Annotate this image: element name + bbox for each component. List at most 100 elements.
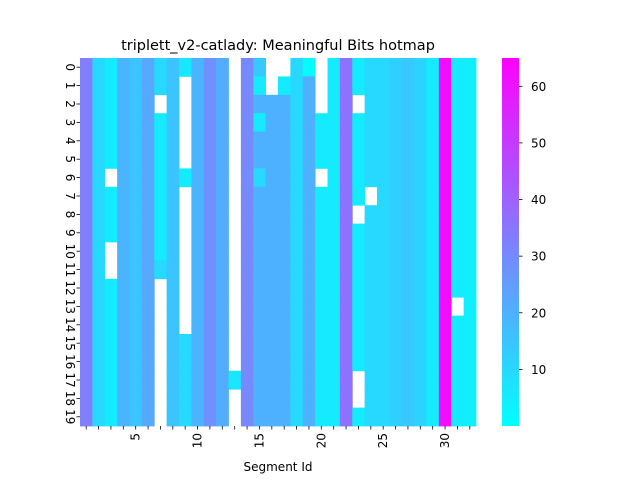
colorbar-tick-label: 30 xyxy=(531,250,546,264)
heatmap-cell xyxy=(141,315,155,335)
heatmap-cell xyxy=(129,315,143,335)
heatmap-cell xyxy=(339,334,353,353)
heatmap-cell xyxy=(216,150,229,169)
heatmap-cell xyxy=(339,278,353,298)
heatmap-cell xyxy=(463,315,477,335)
heatmap-cell xyxy=(80,131,93,151)
heatmap-cell xyxy=(191,58,205,77)
heatmap-cell xyxy=(216,168,229,188)
heatmap-cell xyxy=(315,113,328,132)
y-tick-label: 13 xyxy=(63,299,77,314)
heatmap-cell xyxy=(253,168,267,188)
heatmap-cell xyxy=(166,297,180,316)
heatmap-cell xyxy=(339,297,353,316)
heatmap-cell xyxy=(240,334,254,353)
heatmap-cell xyxy=(117,205,130,224)
heatmap-cell xyxy=(154,242,168,261)
heatmap-cell xyxy=(451,370,465,390)
heatmap-cell xyxy=(92,260,106,280)
heatmap-cell xyxy=(377,186,390,206)
heatmap-cell xyxy=(327,223,341,243)
heatmap-cell xyxy=(315,242,328,261)
heatmap-cell xyxy=(80,168,93,188)
heatmap-cell xyxy=(278,352,291,372)
heatmap-cell xyxy=(463,370,477,390)
heatmap-cell xyxy=(253,242,267,261)
heatmap-cell xyxy=(339,370,353,390)
heatmap-cell xyxy=(92,150,106,169)
heatmap-cell xyxy=(302,58,316,77)
heatmap-cell xyxy=(352,334,366,353)
heatmap-cell xyxy=(278,150,291,169)
heatmap-cell xyxy=(216,352,229,372)
heatmap-cell xyxy=(166,94,180,114)
heatmap-cell xyxy=(92,334,106,353)
heatmap-cell xyxy=(302,334,316,353)
heatmap-cell xyxy=(191,389,205,408)
heatmap-cell xyxy=(389,352,403,372)
heatmap-cell xyxy=(191,260,205,280)
heatmap-cell xyxy=(451,315,465,335)
heatmap-cell xyxy=(80,94,93,114)
heatmap-cell xyxy=(401,94,415,114)
heatmap-cell xyxy=(265,205,279,224)
heatmap-cell xyxy=(141,389,155,408)
heatmap-cell xyxy=(117,131,130,151)
heatmap-cell xyxy=(203,186,217,206)
heatmap-cell xyxy=(339,58,353,77)
heatmap-cell xyxy=(389,131,403,151)
heatmap-cell xyxy=(240,131,254,151)
heatmap-cell xyxy=(278,242,291,261)
heatmap-cell xyxy=(426,334,440,353)
heatmap-cell xyxy=(141,297,155,316)
heatmap-cell xyxy=(438,205,452,224)
heatmap-cell xyxy=(463,113,477,132)
x-tick-label: 15 xyxy=(252,433,266,448)
heatmap-cell xyxy=(290,370,304,390)
heatmap-cell xyxy=(290,76,304,96)
heatmap-cell xyxy=(154,186,168,206)
heatmap-cell xyxy=(327,278,341,298)
heatmap-cell xyxy=(191,352,205,372)
heatmap-cell xyxy=(253,389,267,408)
heatmap-cell xyxy=(92,242,106,261)
heatmap-cell xyxy=(253,297,267,316)
heatmap-cell xyxy=(80,76,93,96)
heatmap-cell xyxy=(240,76,254,96)
heatmap-cell xyxy=(240,113,254,132)
heatmap-cell xyxy=(104,58,118,77)
heatmap-cell xyxy=(154,168,168,188)
heatmap-cell xyxy=(216,260,229,280)
heatmap-cell xyxy=(179,407,192,427)
heatmap-cell xyxy=(426,168,440,188)
colorbar-tick-label: 50 xyxy=(531,136,546,150)
heatmap-cell xyxy=(377,242,390,261)
heatmap-cell xyxy=(414,76,427,96)
heatmap-cell xyxy=(364,407,378,427)
heatmap-cell xyxy=(290,150,304,169)
heatmap-cell xyxy=(253,278,267,298)
heatmap-cell xyxy=(240,407,254,427)
heatmap-cell xyxy=(240,297,254,316)
y-tick-label: 2 xyxy=(63,100,77,108)
heatmap-cell xyxy=(265,370,279,390)
heatmap-cell xyxy=(302,260,316,280)
heatmap-cell xyxy=(166,242,180,261)
heatmap-cell xyxy=(154,205,168,224)
heatmap-cell xyxy=(438,223,452,243)
heatmap-cell xyxy=(463,278,477,298)
heatmap-cell xyxy=(203,315,217,335)
heatmap-cell xyxy=(166,150,180,169)
heatmap-cell xyxy=(414,260,427,280)
heatmap-cell xyxy=(290,260,304,280)
heatmap-cell xyxy=(451,150,465,169)
heatmap-cell xyxy=(364,370,378,390)
heatmap-cell xyxy=(426,223,440,243)
heatmap-cell xyxy=(278,223,291,243)
heatmap-cell xyxy=(117,150,130,169)
heatmap-cell xyxy=(401,334,415,353)
heatmap-cell xyxy=(463,297,477,316)
heatmap-cell xyxy=(401,389,415,408)
heatmap-cell xyxy=(451,186,465,206)
heatmap-cell xyxy=(339,352,353,372)
